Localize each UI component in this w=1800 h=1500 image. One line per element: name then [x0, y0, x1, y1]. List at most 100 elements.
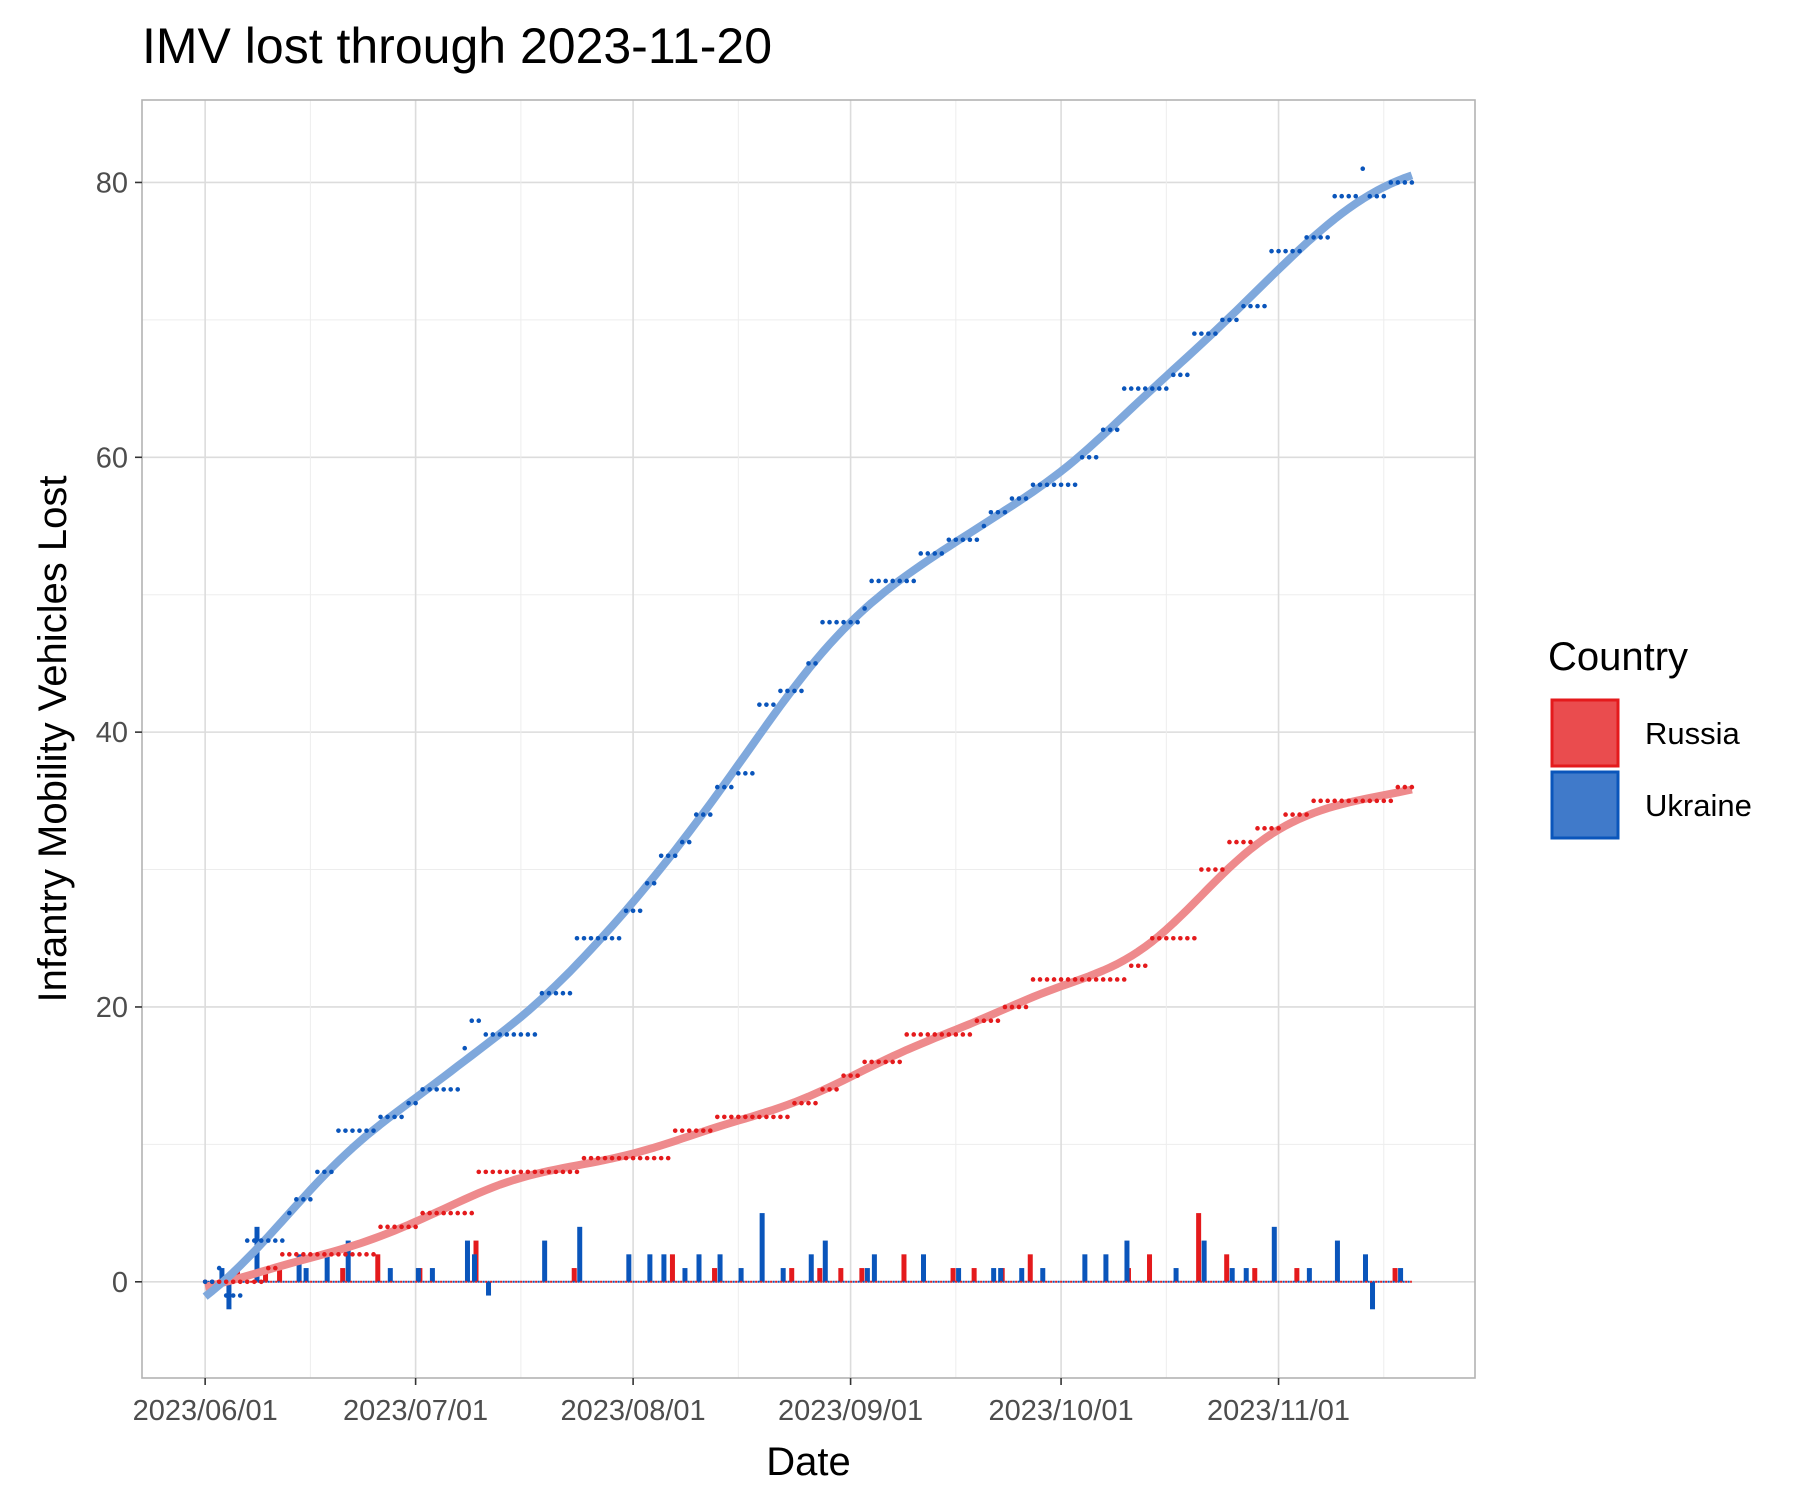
point-russia	[925, 1032, 931, 1037]
point-ukraine	[329, 1169, 334, 1175]
point-ukraine	[981, 523, 987, 529]
trend-lines	[202, 171, 1414, 1300]
point-russia	[911, 1032, 917, 1037]
point-russia	[771, 1114, 776, 1120]
point-ukraine	[216, 1265, 222, 1271]
point-russia	[813, 1100, 818, 1106]
point-russia	[532, 1169, 538, 1175]
point-ukraine	[932, 551, 938, 556]
point-russia	[1388, 798, 1394, 804]
point-ukraine	[1107, 427, 1113, 433]
daily-bar-ukraine	[1019, 1268, 1025, 1282]
point-ukraine	[567, 990, 573, 996]
point-russia	[806, 1100, 811, 1106]
point-ukraine	[1325, 235, 1330, 240]
point-ukraine	[301, 1197, 306, 1202]
daily-bar-russia	[1294, 1268, 1300, 1282]
point-russia	[308, 1252, 313, 1257]
point-russia	[700, 1128, 706, 1133]
daily-bar-ukraine	[226, 1281, 232, 1310]
point-ukraine	[483, 1032, 489, 1037]
point-ukraine	[1276, 248, 1281, 254]
point-russia	[406, 1224, 411, 1230]
point-ukraine	[294, 1197, 299, 1202]
daily-bar-ukraine	[871, 1254, 877, 1282]
daily-bar-russia	[950, 1268, 956, 1282]
legend-title: Country	[1548, 635, 1688, 679]
point-ukraine	[1121, 386, 1127, 391]
point-ukraine	[841, 619, 846, 625]
point-russia	[455, 1210, 461, 1216]
point-ukraine	[434, 1087, 439, 1092]
point-russia	[876, 1059, 881, 1065]
x-tick-label: 2023/11/01	[1207, 1395, 1350, 1427]
point-russia	[1079, 977, 1085, 982]
point-russia	[714, 1114, 720, 1120]
daily-bar-ukraine	[219, 1268, 225, 1282]
point-russia	[546, 1169, 552, 1175]
point-ukraine	[609, 935, 615, 941]
point-ukraine	[1016, 496, 1022, 501]
point-russia	[1290, 812, 1295, 817]
daily-bar-russia	[669, 1254, 675, 1282]
point-ukraine	[1149, 386, 1155, 391]
daily-bar-ukraine	[1124, 1240, 1130, 1282]
daily-bar-ukraine	[1398, 1268, 1404, 1282]
point-ukraine	[1339, 193, 1344, 199]
point-russia	[280, 1252, 285, 1257]
point-ukraine	[378, 1114, 383, 1120]
point-russia	[1304, 812, 1309, 817]
point-russia	[237, 1279, 243, 1285]
point-ukraine	[1002, 509, 1008, 515]
point-russia	[658, 1155, 664, 1161]
point-russia	[1213, 867, 1218, 872]
point-russia	[413, 1224, 418, 1230]
daily-bar-ukraine	[998, 1268, 1004, 1282]
point-russia	[1114, 977, 1120, 982]
point-russia	[967, 1032, 973, 1037]
point-russia	[1185, 935, 1190, 941]
point-russia	[1135, 963, 1141, 969]
daily-bar-russia	[838, 1268, 844, 1282]
point-russia	[1156, 935, 1162, 941]
y-tick-label: 60	[96, 442, 128, 474]
point-russia	[630, 1155, 636, 1161]
daily-bar-ukraine	[1334, 1240, 1340, 1282]
point-ukraine	[336, 1128, 341, 1133]
point-ukraine	[764, 702, 769, 707]
point-russia	[1374, 798, 1380, 804]
point-russia	[651, 1155, 657, 1161]
point-russia	[1178, 935, 1183, 941]
point-russia	[511, 1169, 517, 1175]
point-russia	[434, 1210, 439, 1216]
daily-bar-russia	[1196, 1213, 1202, 1282]
point-ukraine	[806, 661, 811, 666]
point-ukraine	[848, 619, 853, 625]
point-russia	[244, 1279, 250, 1285]
daily-bar-ukraine	[661, 1254, 667, 1282]
point-ukraine	[658, 853, 664, 859]
point-ukraine	[792, 688, 797, 694]
point-ukraine	[904, 578, 910, 584]
point-russia	[1255, 826, 1260, 831]
point-russia	[722, 1114, 727, 1120]
point-ukraine	[1241, 303, 1246, 309]
point-ukraine	[953, 537, 959, 543]
point-ukraine	[714, 784, 720, 790]
trend-line-russia	[204, 785, 1413, 1291]
point-russia	[1192, 935, 1197, 941]
point-russia	[1234, 839, 1239, 845]
point-russia	[602, 1155, 608, 1161]
point-russia	[223, 1279, 229, 1285]
point-russia	[385, 1224, 390, 1230]
point-ukraine	[925, 551, 931, 556]
point-russia	[883, 1059, 888, 1065]
point-ukraine	[560, 990, 566, 996]
point-ukraine	[1255, 303, 1260, 309]
point-russia	[946, 1032, 952, 1037]
point-russia	[399, 1224, 404, 1230]
point-ukraine	[202, 1279, 208, 1285]
point-ukraine	[1381, 193, 1387, 199]
point-russia	[1325, 798, 1330, 804]
point-russia	[420, 1210, 425, 1216]
